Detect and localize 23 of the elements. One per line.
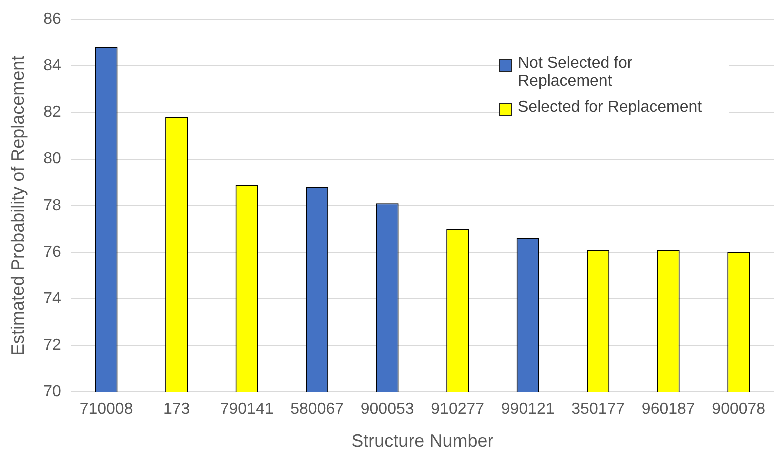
x-tick-label: 580067 <box>290 401 344 418</box>
x-tick-label: 173 <box>163 401 190 418</box>
y-tick-label: 72 <box>44 337 62 354</box>
y-tick-label: 82 <box>44 104 62 122</box>
y-axis-title: Estimated Probability of Replacement <box>8 56 28 356</box>
x-tick-label: 990121 <box>501 401 555 418</box>
legend-label: Not Selected for Replacement <box>518 55 634 91</box>
y-tick-label: 86 <box>44 11 62 28</box>
x-tick-label: 900078 <box>712 401 766 418</box>
x-tick-label: 790141 <box>220 401 274 418</box>
x-tick-label: 960187 <box>642 401 696 418</box>
x-tick-label: 350177 <box>572 401 626 418</box>
y-tick-label: 74 <box>44 290 62 308</box>
x-axis-title: Structure Number <box>352 431 494 452</box>
y-tick-label: 80 <box>44 150 62 168</box>
x-tick-label: 710008 <box>80 401 134 418</box>
x-tick-label: 900053 <box>360 401 414 418</box>
x-tick-label: 910277 <box>431 401 485 418</box>
y-tick-label: 70 <box>44 384 62 401</box>
legend-label: Selected for Replacement <box>518 99 702 117</box>
y-tick-label: 76 <box>44 244 62 261</box>
y-tick-label: 78 <box>44 197 62 214</box>
y-tick-label: 84 <box>44 58 62 75</box>
